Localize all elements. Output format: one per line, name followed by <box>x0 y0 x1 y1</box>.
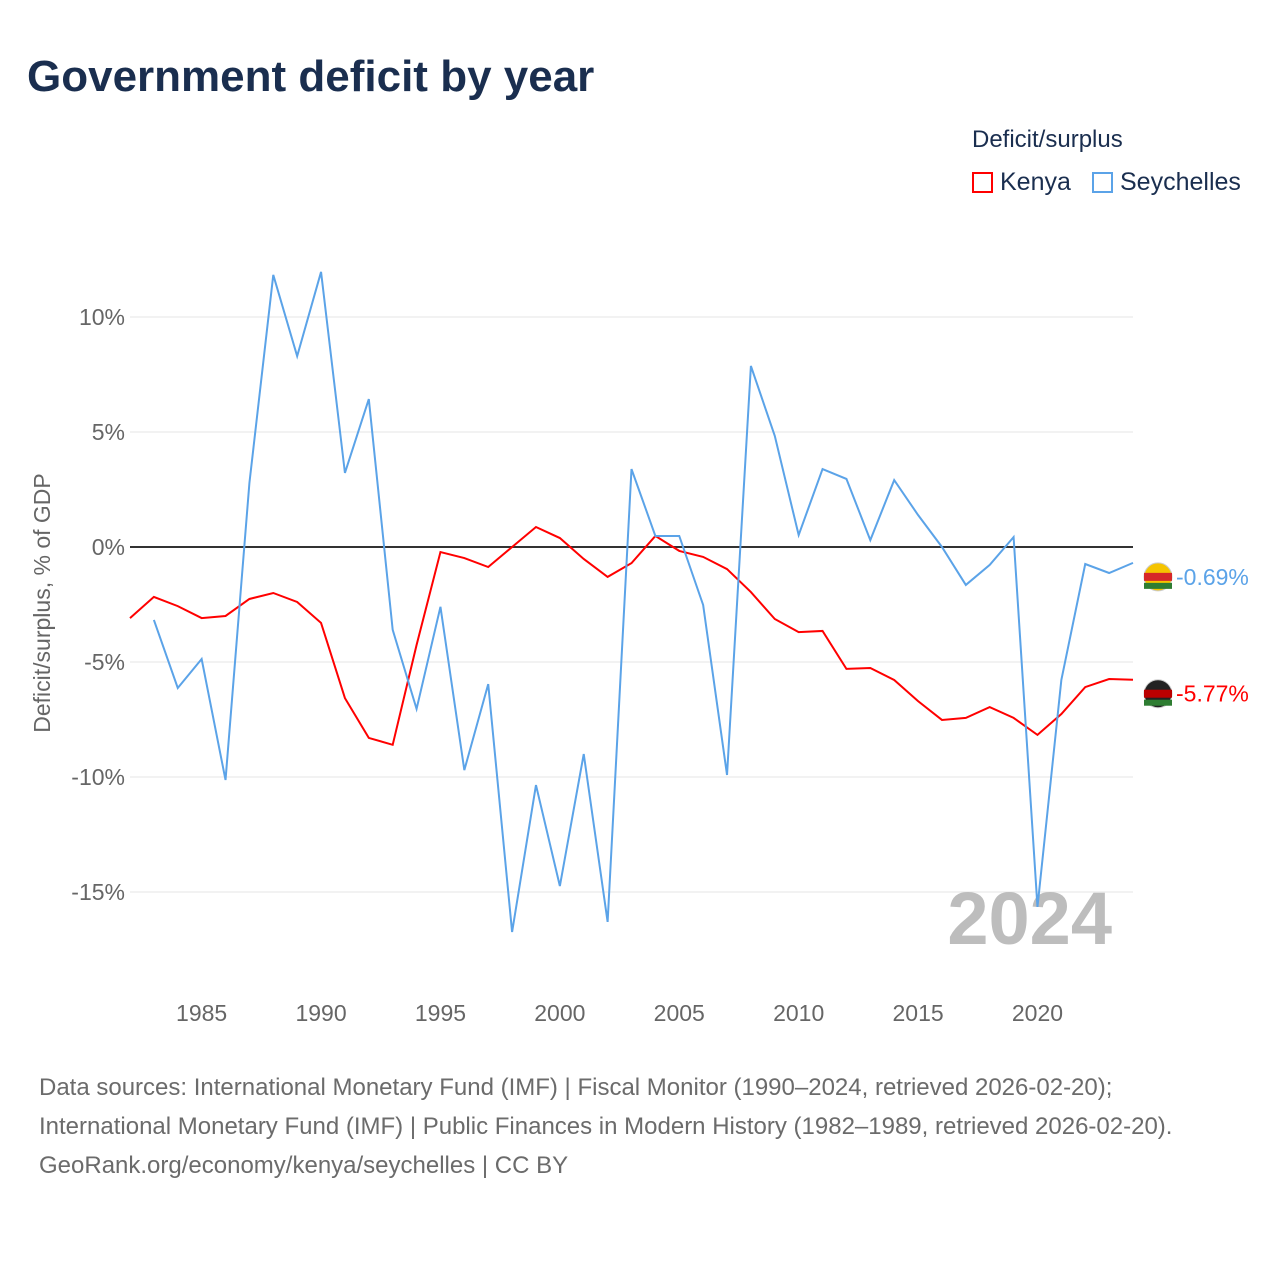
series-line-kenya <box>129 525 1134 747</box>
legend-swatch <box>972 172 993 193</box>
x-tick-label: 2020 <box>1012 1000 1063 1026</box>
flag-stripe <box>1144 582 1172 589</box>
legend-item-kenya[interactable]: Kenya <box>972 168 1071 197</box>
flag-stripe <box>1144 689 1172 698</box>
y-tick-label: 0% <box>92 534 125 560</box>
x-tick-label: 2005 <box>654 1000 705 1026</box>
legend-swatch <box>1092 172 1113 193</box>
year-watermark: 2024 <box>947 877 1112 960</box>
data-sources: Data sources: International Monetary Fun… <box>39 1074 1173 1140</box>
y-tick-label: 5% <box>92 419 125 445</box>
x-tick-label: 2015 <box>892 1000 943 1026</box>
end-value-label: -5.77% <box>1176 681 1249 707</box>
footer: Data sources: International Monetary Fun… <box>39 1068 1239 1185</box>
plot-area: 10% 5% 0% -5% -10% -15% 1985 1990 1995 2000 2005 20… <box>29 271 1249 1026</box>
y-tick-label: 10% <box>79 304 125 330</box>
x-tick-label: 1995 <box>415 1000 466 1026</box>
y-tick-label: -15% <box>71 879 125 905</box>
page-title: Government deficit by year <box>27 52 595 101</box>
x-tick-label: 1985 <box>176 1000 227 1026</box>
legend-title: Deficit/surplus <box>972 126 1123 153</box>
y-tick-label: -5% <box>84 649 125 675</box>
x-tick-label: 1990 <box>295 1000 346 1026</box>
x-tick-label: 2000 <box>534 1000 585 1026</box>
flag-stripe <box>1144 699 1172 706</box>
y-tick-label: -10% <box>71 764 125 790</box>
y-axis-label: Deficit/surplus, % of GDP <box>29 473 55 732</box>
legend-label: Kenya <box>1000 168 1071 196</box>
x-tick-label: 2010 <box>773 1000 824 1026</box>
end-value-label: -0.69% <box>1176 564 1249 590</box>
flag-stripe <box>1144 572 1172 581</box>
source-link[interactable]: GeoRank.org/economy/kenya/seychelles | C… <box>39 1152 569 1179</box>
legend-item-seychelles[interactable]: Seychelles <box>1092 168 1241 197</box>
legend-label: Seychelles <box>1120 168 1241 196</box>
series-line-seychelles <box>152 271 1134 933</box>
